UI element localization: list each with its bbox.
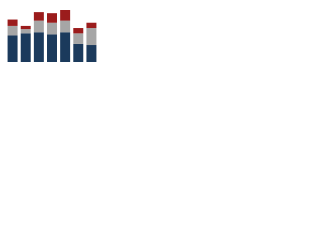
bar-segment [86,22,97,29]
bar-segment [20,25,31,30]
bar-segment [20,29,31,34]
bar-segment [33,12,44,21]
bar-segment [60,20,71,33]
bar-segment [33,32,44,62]
page: {"chart_data": {"type": "stacked-bar", "… [0,0,100,71]
bar-segment [60,32,71,62]
bar-segment [33,20,44,33]
bar-segment [20,33,31,62]
bar-segment [86,28,97,46]
bar-segment [86,45,97,62]
bar-segment [47,22,57,35]
bar-segment [47,34,57,62]
bar-segment [7,25,18,36]
bar-segment [47,13,57,23]
bar-segment [73,28,84,34]
bar-segment [7,35,18,62]
chart [7,10,97,62]
bar-segment [73,43,84,62]
bar-segment [73,33,84,44]
bar-segment [60,10,71,21]
bar-segment [7,19,18,26]
